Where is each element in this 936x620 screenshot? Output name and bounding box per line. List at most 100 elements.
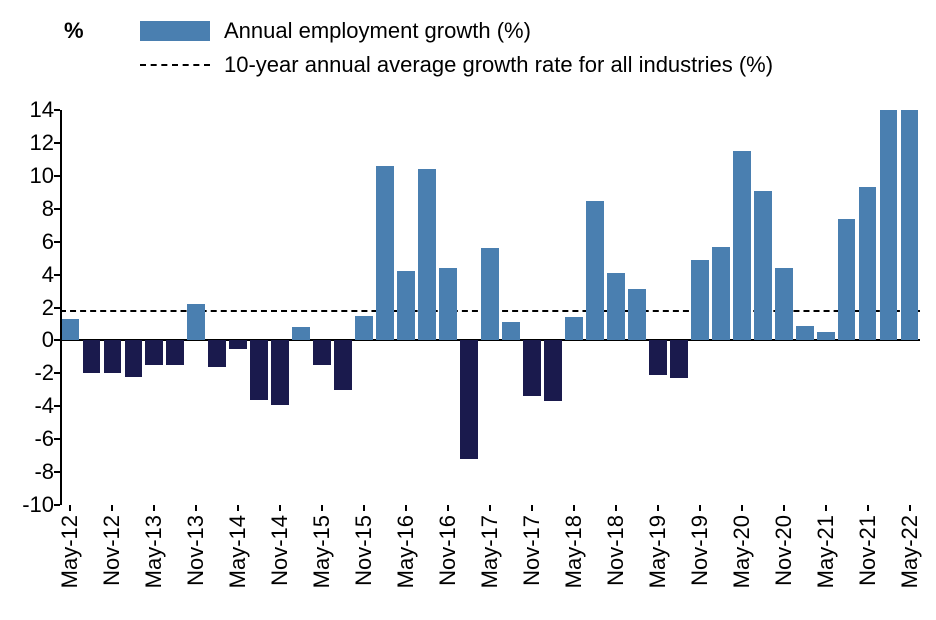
y-tick-label: 2 <box>42 295 54 321</box>
y-tick <box>54 339 60 341</box>
legend-label-series: Annual employment growth (%) <box>224 18 531 44</box>
bar <box>208 340 226 366</box>
y-axis-line <box>60 110 62 505</box>
x-tick-label: Nov-21 <box>855 515 881 586</box>
x-tick <box>447 505 449 511</box>
bar <box>586 201 604 341</box>
legend-item-series: Annual employment growth (%) <box>140 14 773 48</box>
bar <box>859 187 877 340</box>
y-tick-label: -2 <box>34 360 54 386</box>
legend-item-refline: 10-year annual average growth rate for a… <box>140 48 773 82</box>
x-tick-label: May-17 <box>477 515 503 588</box>
bar <box>838 219 856 341</box>
bar <box>145 340 163 365</box>
x-tick-label: Nov-19 <box>687 515 713 586</box>
y-tick <box>54 274 60 276</box>
x-tick-label: May-22 <box>897 515 923 588</box>
y-tick-label: 8 <box>42 196 54 222</box>
x-tick-label: Nov-14 <box>267 515 293 586</box>
x-tick-label: Nov-18 <box>603 515 629 586</box>
x-tick-label: Nov-12 <box>99 515 125 586</box>
x-tick <box>489 505 491 511</box>
x-tick-label: May-16 <box>393 515 419 588</box>
x-tick <box>363 505 365 511</box>
y-tick <box>54 438 60 440</box>
y-tick <box>54 471 60 473</box>
bar <box>901 110 919 340</box>
bar <box>313 340 331 365</box>
bar <box>481 248 499 340</box>
y-tick <box>54 405 60 407</box>
bar <box>754 191 772 341</box>
x-tick-label: Nov-16 <box>435 515 461 586</box>
bar <box>250 340 268 399</box>
chart-legend: Annual employment growth (%) 10-year ann… <box>140 14 773 82</box>
y-tick-label: -6 <box>34 426 54 452</box>
bar <box>691 260 709 341</box>
legend-label-refline: 10-year annual average growth rate for a… <box>224 52 773 78</box>
y-tick-label: -10 <box>22 492 54 518</box>
x-tick-label: May-14 <box>225 515 251 588</box>
bar <box>334 340 352 389</box>
bar <box>523 340 541 396</box>
x-tick-label: Nov-20 <box>771 515 797 586</box>
x-tick <box>825 505 827 511</box>
bar <box>733 151 751 340</box>
bar <box>817 332 835 340</box>
y-tick <box>54 175 60 177</box>
x-tick-label: May-15 <box>309 515 335 588</box>
y-tick-label: -8 <box>34 459 54 485</box>
y-tick-label: 6 <box>42 229 54 255</box>
y-tick-label: 10 <box>30 163 54 189</box>
x-tick-label: Nov-13 <box>183 515 209 586</box>
x-tick <box>615 505 617 511</box>
x-tick <box>69 505 71 511</box>
y-tick <box>54 307 60 309</box>
bar <box>775 268 793 340</box>
employment-growth-chart: % Annual employment growth (%) 10-year a… <box>0 0 936 620</box>
x-tick-label: May-18 <box>561 515 587 588</box>
x-tick-label: May-12 <box>57 515 83 588</box>
bar <box>544 340 562 401</box>
y-axis-title: % <box>64 18 84 44</box>
x-tick-label: May-19 <box>645 515 671 588</box>
bar <box>880 110 898 340</box>
bar <box>418 169 436 340</box>
bar <box>187 304 205 340</box>
x-tick <box>657 505 659 511</box>
bar <box>607 273 625 340</box>
bar <box>796 326 814 341</box>
x-tick <box>153 505 155 511</box>
bar <box>712 247 730 341</box>
x-tick <box>321 505 323 511</box>
y-tick-label: 0 <box>42 327 54 353</box>
x-tick <box>783 505 785 511</box>
y-tick <box>54 504 60 506</box>
x-tick <box>237 505 239 511</box>
x-tick-label: May-20 <box>729 515 755 588</box>
x-tick-label: Nov-15 <box>351 515 377 586</box>
bar <box>229 340 247 348</box>
y-tick-label: 4 <box>42 262 54 288</box>
x-tick <box>111 505 113 511</box>
bar <box>125 340 143 376</box>
x-tick <box>867 505 869 511</box>
legend-dash-refline <box>140 64 210 66</box>
x-tick-label: Nov-17 <box>519 515 545 586</box>
bar <box>397 271 415 340</box>
bar <box>83 340 101 373</box>
x-tick <box>531 505 533 511</box>
y-tick <box>54 142 60 144</box>
bar <box>62 319 80 340</box>
x-tick <box>909 505 911 511</box>
bar <box>439 268 457 340</box>
y-tick <box>54 109 60 111</box>
bar <box>628 289 646 340</box>
x-tick <box>699 505 701 511</box>
bar <box>166 340 184 365</box>
y-tick <box>54 241 60 243</box>
bar <box>649 340 667 375</box>
bar <box>502 322 520 340</box>
bar <box>292 327 310 340</box>
y-tick <box>54 372 60 374</box>
